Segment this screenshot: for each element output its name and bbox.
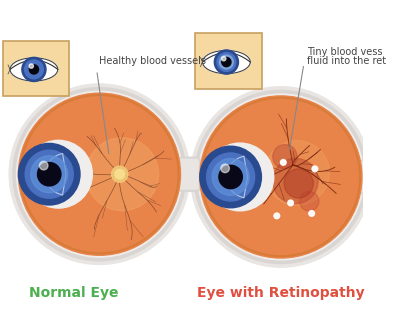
Text: Eye with Retinopathy: Eye with Retinopathy — [197, 286, 365, 300]
Circle shape — [214, 50, 238, 74]
Circle shape — [206, 143, 274, 211]
Circle shape — [22, 57, 46, 82]
Circle shape — [9, 84, 190, 264]
Circle shape — [217, 52, 236, 72]
Circle shape — [191, 87, 371, 267]
Text: fluid into the ret: fluid into the ret — [307, 56, 386, 66]
Wedge shape — [45, 153, 66, 195]
Text: Tiny blood vess: Tiny blood vess — [307, 47, 382, 57]
Text: Healthy blood vessels: Healthy blood vessels — [99, 56, 206, 66]
Circle shape — [37, 162, 61, 186]
FancyBboxPatch shape — [3, 41, 69, 96]
Circle shape — [29, 64, 33, 68]
Circle shape — [265, 141, 329, 205]
Circle shape — [194, 90, 368, 264]
Ellipse shape — [203, 50, 250, 74]
Circle shape — [198, 94, 364, 260]
Circle shape — [19, 144, 80, 205]
Circle shape — [85, 138, 159, 211]
Circle shape — [219, 55, 233, 69]
Circle shape — [24, 60, 43, 79]
Ellipse shape — [10, 58, 58, 81]
Circle shape — [24, 140, 92, 208]
Circle shape — [274, 213, 280, 219]
Circle shape — [112, 166, 128, 182]
Circle shape — [299, 191, 319, 211]
Circle shape — [281, 159, 286, 165]
Circle shape — [19, 93, 180, 255]
Circle shape — [312, 166, 318, 172]
Circle shape — [222, 57, 231, 67]
Circle shape — [31, 156, 68, 193]
Circle shape — [284, 169, 313, 198]
Circle shape — [115, 169, 125, 179]
Text: Normal Eye: Normal Eye — [29, 286, 119, 300]
Circle shape — [288, 200, 294, 206]
Circle shape — [273, 158, 318, 204]
Circle shape — [200, 96, 362, 258]
Circle shape — [273, 145, 297, 169]
Circle shape — [221, 56, 226, 61]
Circle shape — [39, 161, 48, 170]
Circle shape — [29, 65, 39, 74]
Wedge shape — [227, 156, 247, 198]
Circle shape — [17, 91, 182, 257]
Circle shape — [13, 88, 186, 261]
Circle shape — [219, 165, 242, 189]
Circle shape — [309, 211, 314, 216]
FancyBboxPatch shape — [359, 160, 381, 194]
FancyBboxPatch shape — [178, 158, 200, 191]
FancyBboxPatch shape — [195, 33, 262, 88]
Circle shape — [221, 164, 229, 173]
Circle shape — [212, 158, 249, 195]
Circle shape — [206, 153, 255, 201]
Circle shape — [200, 146, 262, 208]
Circle shape — [25, 150, 73, 198]
